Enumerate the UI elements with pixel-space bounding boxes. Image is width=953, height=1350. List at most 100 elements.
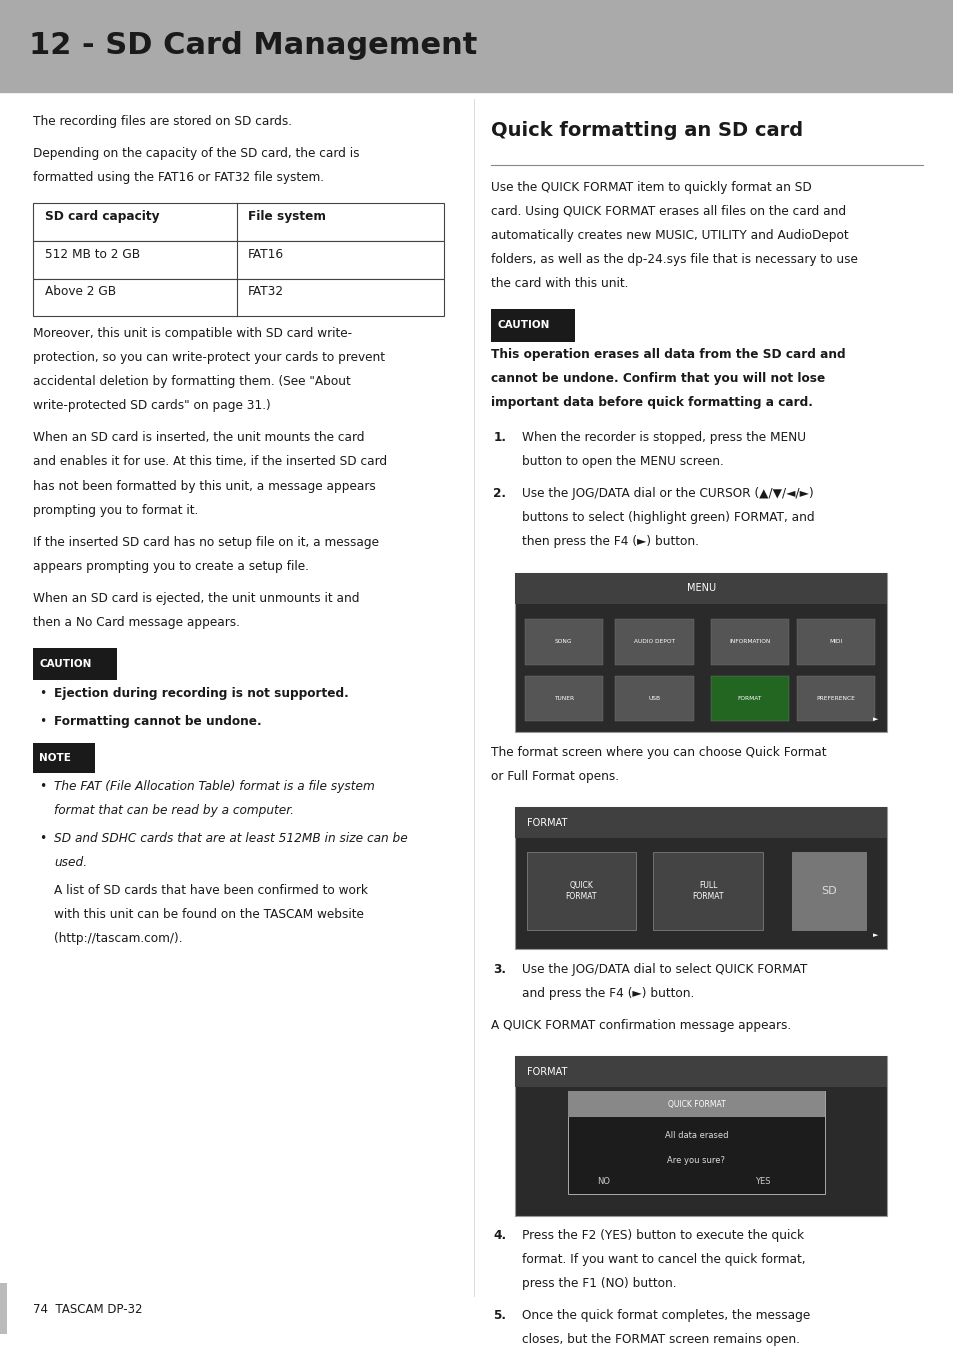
- Text: important data before quick formatting a card.: important data before quick formatting a…: [491, 397, 812, 409]
- Text: Depending on the capacity of the SD card, the card is: Depending on the capacity of the SD card…: [33, 147, 359, 159]
- Bar: [515, 572, 886, 603]
- Text: Are you sure?: Are you sure?: [667, 1156, 724, 1165]
- Text: accidental deletion by formatting them. (See "About: accidental deletion by formatting them. …: [33, 375, 351, 389]
- Text: used.: used.: [54, 856, 88, 869]
- Text: Moreover, this unit is compatible with SD card write-: Moreover, this unit is compatible with S…: [33, 327, 353, 340]
- Text: prompting you to format it.: prompting you to format it.: [33, 504, 198, 517]
- Text: TUNER: TUNER: [553, 697, 574, 701]
- Bar: [524, 675, 602, 721]
- Text: AUDIO DEPOT: AUDIO DEPOT: [634, 640, 674, 644]
- Text: QUICK FORMAT: QUICK FORMAT: [667, 1100, 724, 1108]
- Text: Quick formatting an SD card: Quick formatting an SD card: [491, 122, 802, 140]
- Text: MENU: MENU: [686, 583, 715, 594]
- Bar: [33, 648, 117, 680]
- Bar: [33, 202, 443, 240]
- Text: the card with this unit.: the card with this unit.: [491, 277, 628, 290]
- Bar: [567, 1091, 824, 1116]
- Text: CAUTION: CAUTION: [39, 659, 91, 670]
- Bar: [33, 744, 95, 774]
- Bar: [33, 240, 443, 278]
- Text: 12 - SD Card Management: 12 - SD Card Management: [29, 31, 476, 61]
- Text: SD and SDHC cards that are at least 512MB in size can be: SD and SDHC cards that are at least 512M…: [54, 832, 408, 845]
- Text: Once the quick format completes, the message: Once the quick format completes, the mes…: [521, 1310, 809, 1322]
- Text: Use the QUICK FORMAT item to quickly format an SD: Use the QUICK FORMAT item to quickly for…: [491, 181, 811, 194]
- Bar: [515, 807, 886, 949]
- Text: A list of SD cards that have been confirmed to work: A list of SD cards that have been confir…: [54, 884, 368, 896]
- Text: This operation erases all data from the SD card and: This operation erases all data from the …: [491, 348, 845, 362]
- Text: •: •: [39, 780, 47, 792]
- Text: folders, as well as the dp-24.sys file that is necessary to use: folders, as well as the dp-24.sys file t…: [491, 252, 858, 266]
- Text: Use the JOG/DATA dial or the CURSOR (▲/▼/◄/►): Use the JOG/DATA dial or the CURSOR (▲/▼…: [521, 487, 813, 501]
- Text: with this unit can be found on the TASCAM website: with this unit can be found on the TASCA…: [54, 909, 364, 921]
- Text: SONG: SONG: [555, 640, 572, 644]
- Text: FAT16: FAT16: [248, 247, 284, 261]
- Text: formatted using the FAT16 or FAT32 file system.: formatted using the FAT16 or FAT32 file …: [33, 171, 324, 184]
- Bar: [515, 1056, 886, 1087]
- Text: Ejection during recording is not supported.: Ejection during recording is not support…: [54, 687, 349, 701]
- Text: or Full Format opens.: or Full Format opens.: [491, 769, 618, 783]
- Text: SD: SD: [821, 886, 836, 896]
- Text: PREFERENCE: PREFERENCE: [816, 697, 854, 701]
- Text: 512 MB to 2 GB: 512 MB to 2 GB: [45, 247, 140, 261]
- Text: The format screen where you can choose Quick Format: The format screen where you can choose Q…: [491, 745, 826, 759]
- Text: (http://tascam.com/).: (http://tascam.com/).: [54, 931, 183, 945]
- Text: then press the F4 (►) button.: then press the F4 (►) button.: [521, 536, 698, 548]
- Text: card. Using QUICK FORMAT erases all files on the card and: card. Using QUICK FORMAT erases all file…: [491, 205, 845, 217]
- Text: Press the F2 (YES) button to execute the quick: Press the F2 (YES) button to execute the…: [521, 1228, 803, 1242]
- Text: 74  TASCAM DP-32: 74 TASCAM DP-32: [33, 1303, 143, 1316]
- Bar: [515, 572, 886, 732]
- Text: ►: ►: [872, 716, 878, 722]
- Text: 5.: 5.: [493, 1310, 506, 1322]
- Text: When an SD card is ejected, the unit unmounts it and: When an SD card is ejected, the unit unm…: [33, 591, 359, 605]
- Text: When the recorder is stopped, press the MENU: When the recorder is stopped, press the …: [521, 431, 805, 444]
- Text: write-protected SD cards" on page 31.): write-protected SD cards" on page 31.): [33, 400, 271, 412]
- Text: 3.: 3.: [493, 963, 506, 976]
- Text: The recording files are stored on SD cards.: The recording files are stored on SD car…: [33, 115, 292, 128]
- Text: FULL
FORMAT: FULL FORMAT: [692, 882, 723, 900]
- Text: SD card capacity: SD card capacity: [45, 209, 159, 223]
- Bar: [515, 1056, 886, 1215]
- Text: FORMAT: FORMAT: [526, 818, 566, 828]
- Bar: [796, 675, 874, 721]
- Text: Above 2 GB: Above 2 GB: [45, 285, 116, 298]
- Text: INFORMATION: INFORMATION: [728, 640, 770, 644]
- Bar: [791, 852, 865, 930]
- Text: MIDI: MIDI: [828, 640, 841, 644]
- Text: Formatting cannot be undone.: Formatting cannot be undone.: [54, 716, 262, 728]
- Text: format. If you want to cancel the quick format,: format. If you want to cancel the quick …: [521, 1253, 804, 1266]
- Bar: [524, 618, 602, 664]
- Text: has not been formatted by this unit, a message appears: has not been formatted by this unit, a m…: [33, 479, 375, 493]
- Text: cannot be undone. Confirm that you will not lose: cannot be undone. Confirm that you will …: [491, 373, 824, 385]
- Text: FORMAT: FORMAT: [737, 697, 761, 701]
- Bar: [615, 618, 693, 664]
- Text: buttons to select (highlight green) FORMAT, and: buttons to select (highlight green) FORM…: [521, 512, 814, 524]
- Bar: [796, 618, 874, 664]
- Text: button to open the MENU screen.: button to open the MENU screen.: [521, 455, 722, 468]
- Text: protection, so you can write-protect your cards to prevent: protection, so you can write-protect you…: [33, 351, 385, 364]
- Text: YES: YES: [755, 1177, 770, 1187]
- Bar: [491, 309, 575, 342]
- Text: format that can be read by a computer.: format that can be read by a computer.: [54, 803, 294, 817]
- Text: QUICK
FORMAT: QUICK FORMAT: [565, 882, 597, 900]
- Bar: [515, 807, 886, 838]
- Text: All data erased: All data erased: [664, 1131, 727, 1141]
- Bar: [710, 618, 788, 664]
- Text: press the F1 (NO) button.: press the F1 (NO) button.: [521, 1277, 676, 1291]
- Text: NOTE: NOTE: [39, 753, 71, 763]
- Text: CAUTION: CAUTION: [497, 320, 549, 331]
- Text: 4.: 4.: [493, 1228, 506, 1242]
- Text: then a No Card message appears.: then a No Card message appears.: [33, 616, 240, 629]
- Bar: [653, 852, 762, 930]
- Bar: [710, 675, 788, 721]
- Text: File system: File system: [248, 209, 326, 223]
- Text: NO: NO: [597, 1177, 610, 1187]
- Text: appears prompting you to create a setup file.: appears prompting you to create a setup …: [33, 560, 309, 572]
- Text: and press the F4 (►) button.: and press the F4 (►) button.: [521, 987, 694, 999]
- Bar: [33, 278, 443, 316]
- Bar: [526, 852, 636, 930]
- Bar: [567, 1091, 824, 1193]
- Text: FORMAT: FORMAT: [526, 1066, 566, 1077]
- Text: FAT32: FAT32: [248, 285, 284, 298]
- Bar: [0, 1282, 7, 1334]
- Text: When an SD card is inserted, the unit mounts the card: When an SD card is inserted, the unit mo…: [33, 432, 364, 444]
